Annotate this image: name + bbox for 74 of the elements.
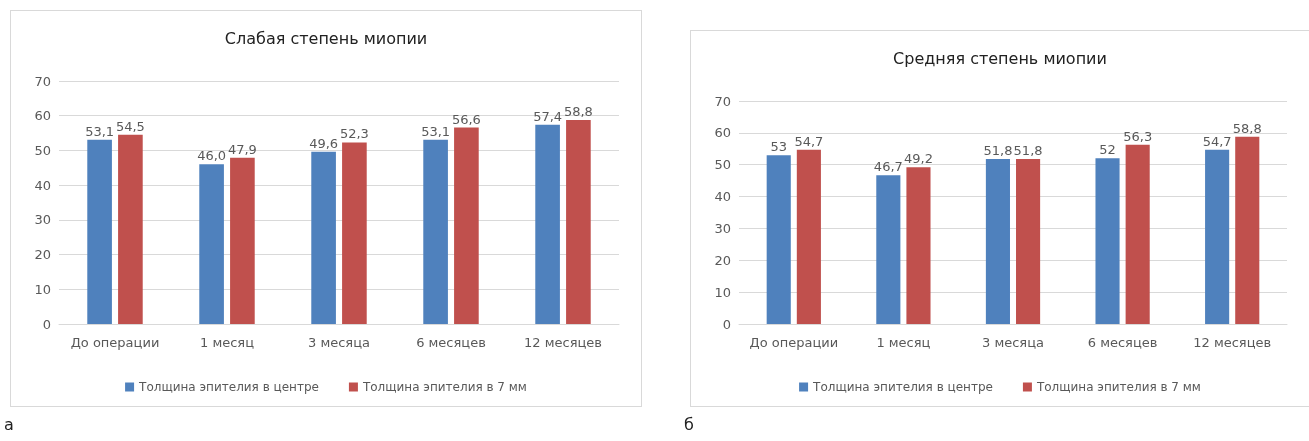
data-label: 52 [1099, 142, 1116, 158]
chart-title: Средняя степень миопии [893, 48, 1107, 68]
bar [906, 167, 931, 324]
data-label: 46,7 [873, 159, 903, 175]
x-tick-label: 6 месяцев [1087, 335, 1158, 350]
y-tick-label: 60 [34, 108, 51, 124]
x-tick-label: 1 месяц [876, 335, 931, 350]
x-tick-label: До операции [749, 335, 839, 350]
x-tick-label: 12 месяцев [524, 335, 602, 350]
data-label: 58,8 [1232, 120, 1262, 136]
y-tick-label: 0 [722, 316, 731, 332]
x-tick-label: 1 месяц [199, 335, 255, 350]
legend-label: Толщина эпителия в 7 мм [1035, 380, 1201, 394]
x-tick-label: 12 месяцев [1193, 335, 1272, 350]
legend-label: Толщина эпителия в центре [812, 380, 993, 394]
bar [566, 119, 591, 324]
bar [1205, 149, 1230, 324]
bar [1235, 136, 1260, 324]
data-label: 49,6 [309, 135, 339, 151]
bar [796, 149, 821, 324]
data-label: 53,1 [85, 123, 115, 139]
data-label: 46,0 [197, 148, 227, 164]
y-tick-label: 30 [714, 220, 731, 236]
y-tick-label: 50 [714, 157, 731, 173]
bar [1095, 158, 1120, 324]
bar [311, 151, 336, 324]
data-label: 47,9 [227, 141, 257, 157]
y-tick-label: 30 [34, 212, 51, 228]
bar [1125, 144, 1150, 324]
data-label: 51,8 [1013, 142, 1043, 158]
bar [454, 127, 479, 324]
x-tick-label: 3 месяца [982, 335, 1044, 350]
y-tick-label: 70 [34, 73, 51, 89]
data-label: 57,4 [533, 108, 563, 124]
y-tick-label: 50 [34, 142, 51, 158]
data-label: 52,3 [339, 126, 369, 142]
data-label: 53 [770, 139, 787, 155]
y-tick-label: 20 [714, 252, 731, 268]
bar [199, 164, 224, 324]
data-label: 49,2 [903, 151, 933, 167]
chart-title: Слабая степень миопии [224, 28, 428, 48]
x-tick-label: 6 месяцев [416, 335, 486, 350]
y-tick-label: 20 [34, 247, 51, 263]
legend-label: Толщина эпителия в центре [138, 380, 319, 394]
bar [118, 134, 143, 324]
bar [985, 158, 1010, 324]
data-label: 54,7 [794, 133, 824, 149]
data-label: 58,8 [563, 103, 593, 119]
legend-label: Толщина эпителия в 7 мм [361, 380, 527, 394]
data-label: 51,8 [983, 142, 1013, 158]
bar [230, 157, 255, 324]
y-tick-label: 70 [714, 93, 731, 109]
bar [535, 124, 560, 324]
text: а [4, 415, 14, 434]
y-tick-label: 40 [34, 177, 51, 193]
y-tick-label: 10 [34, 281, 51, 297]
data-label: 53,1 [421, 123, 451, 139]
data-label: 56,3 [1123, 128, 1153, 144]
x-tick-label: До операции [70, 335, 160, 350]
bar [423, 139, 448, 324]
data-label: 54,7 [1202, 133, 1232, 149]
y-tick-label: 10 [714, 284, 731, 300]
bar [342, 142, 367, 324]
x-tick-label: 3 месяца [308, 335, 370, 350]
text: б [684, 415, 694, 434]
y-tick-label: 40 [714, 189, 731, 205]
data-label: 56,6 [451, 111, 481, 127]
data-label: 54,5 [115, 118, 145, 134]
bar [766, 155, 791, 324]
y-tick-label: 60 [714, 125, 731, 141]
y-tick-label: 0 [42, 316, 51, 332]
bar [1016, 158, 1041, 324]
bar [876, 175, 901, 324]
bar [87, 139, 112, 324]
